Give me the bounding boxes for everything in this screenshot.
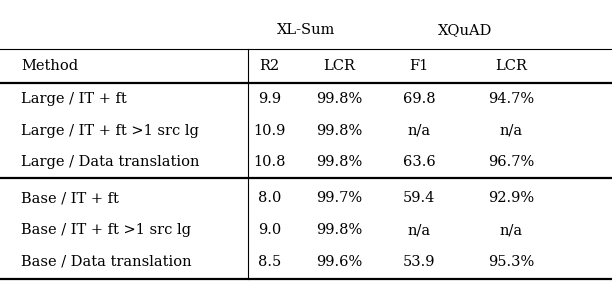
Text: 92.9%: 92.9% bbox=[488, 191, 534, 205]
Text: 8.0: 8.0 bbox=[258, 191, 281, 205]
Text: R2: R2 bbox=[259, 59, 279, 73]
Text: n/a: n/a bbox=[499, 124, 523, 138]
Text: n/a: n/a bbox=[408, 124, 431, 138]
Text: 94.7%: 94.7% bbox=[488, 92, 534, 106]
Text: 8.5: 8.5 bbox=[258, 255, 281, 269]
Text: 10.9: 10.9 bbox=[253, 124, 285, 138]
Text: Large / IT + ft: Large / IT + ft bbox=[21, 92, 127, 106]
Text: 69.8: 69.8 bbox=[403, 92, 436, 106]
Text: 63.6: 63.6 bbox=[403, 155, 436, 169]
Text: 99.8%: 99.8% bbox=[316, 155, 363, 169]
Text: Base / Data translation: Base / Data translation bbox=[21, 255, 192, 269]
Text: 99.6%: 99.6% bbox=[316, 255, 363, 269]
Text: LCR: LCR bbox=[324, 59, 356, 73]
Text: 95.3%: 95.3% bbox=[488, 255, 534, 269]
Text: n/a: n/a bbox=[499, 223, 523, 237]
Text: LCR: LCR bbox=[495, 59, 527, 73]
Text: Method: Method bbox=[21, 59, 78, 73]
Text: 9.0: 9.0 bbox=[258, 223, 281, 237]
Text: Base / IT + ft: Base / IT + ft bbox=[21, 191, 119, 205]
Text: 9.9: 9.9 bbox=[258, 92, 281, 106]
Text: Base / IT + ft >1 src lg: Base / IT + ft >1 src lg bbox=[21, 223, 192, 237]
Text: F1: F1 bbox=[409, 59, 429, 73]
Text: 99.8%: 99.8% bbox=[316, 92, 363, 106]
Text: 10.8: 10.8 bbox=[253, 155, 286, 169]
Text: 59.4: 59.4 bbox=[403, 191, 435, 205]
Text: 99.7%: 99.7% bbox=[316, 191, 363, 205]
Text: n/a: n/a bbox=[408, 223, 431, 237]
Text: 99.8%: 99.8% bbox=[316, 124, 363, 138]
Text: 99.8%: 99.8% bbox=[316, 223, 363, 237]
Text: Large / IT + ft >1 src lg: Large / IT + ft >1 src lg bbox=[21, 124, 200, 138]
Text: 96.7%: 96.7% bbox=[488, 155, 534, 169]
Text: XQuAD: XQuAD bbox=[438, 23, 492, 37]
Text: XL-Sum: XL-Sum bbox=[277, 23, 335, 37]
Text: Large / Data translation: Large / Data translation bbox=[21, 155, 200, 169]
Text: 53.9: 53.9 bbox=[403, 255, 436, 269]
